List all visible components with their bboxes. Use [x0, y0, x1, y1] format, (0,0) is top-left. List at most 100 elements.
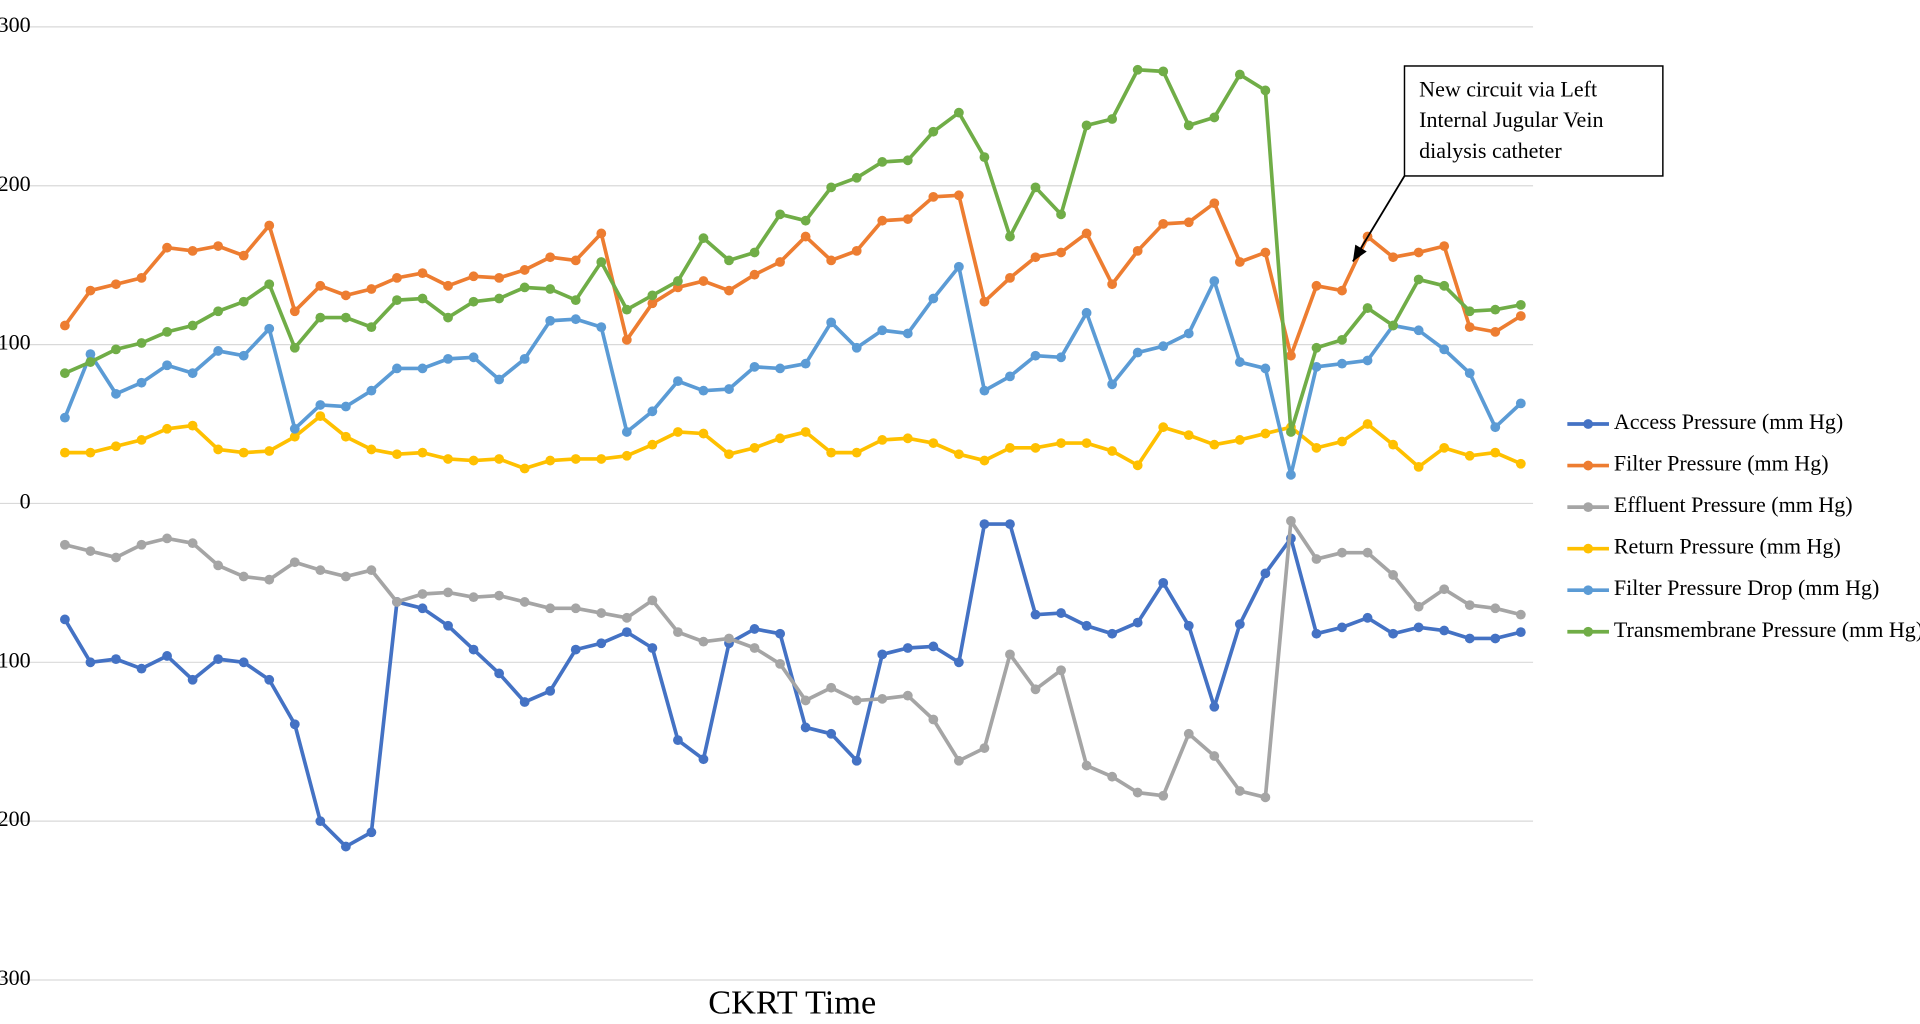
point — [1132, 460, 1143, 471]
point — [621, 450, 632, 461]
point — [851, 245, 862, 256]
line — [64, 414, 1522, 471]
point — [1413, 601, 1424, 612]
series — [60, 64, 1526, 437]
point — [1362, 419, 1373, 429]
point — [85, 546, 96, 556]
point — [315, 411, 326, 421]
point — [1464, 450, 1475, 461]
point — [519, 265, 530, 275]
point — [136, 377, 147, 388]
point — [1413, 247, 1424, 258]
point — [366, 385, 377, 396]
point — [1286, 350, 1296, 361]
point — [877, 435, 888, 445]
point — [417, 447, 428, 458]
point — [1286, 469, 1296, 480]
point — [1260, 363, 1271, 374]
point — [1183, 120, 1194, 131]
point — [1056, 665, 1066, 676]
point — [570, 644, 581, 655]
point — [621, 334, 632, 345]
point — [826, 447, 837, 458]
point — [1234, 357, 1245, 367]
point — [1362, 547, 1373, 558]
point — [519, 463, 530, 474]
point — [1490, 422, 1501, 433]
line — [63, 193, 1522, 358]
point — [289, 306, 300, 317]
point — [315, 816, 326, 827]
point — [621, 627, 632, 638]
point — [494, 668, 505, 679]
point — [673, 735, 683, 746]
point — [162, 326, 172, 337]
point — [596, 322, 607, 333]
point — [264, 323, 275, 334]
point — [928, 191, 939, 202]
point — [800, 231, 811, 242]
point — [1388, 439, 1399, 450]
point — [1464, 306, 1475, 317]
point — [443, 354, 453, 364]
point — [775, 628, 785, 639]
point — [494, 590, 505, 601]
point — [698, 428, 709, 439]
line — [63, 264, 1523, 477]
y-tick-label: 0 — [20, 489, 31, 514]
point — [85, 447, 96, 458]
point — [1337, 547, 1347, 558]
point — [468, 592, 479, 603]
x-axis-title: CKRT Time — [708, 984, 876, 1022]
point — [1311, 280, 1322, 291]
point — [162, 242, 172, 253]
point — [800, 722, 811, 733]
point — [1158, 218, 1169, 229]
point — [289, 719, 300, 730]
annotation-arrow — [1352, 175, 1406, 262]
legend-label: Filter Pressure (mm Hg) — [1614, 451, 1829, 476]
point — [826, 728, 837, 739]
point — [851, 172, 862, 183]
point — [1311, 361, 1322, 372]
point — [953, 755, 964, 766]
point — [443, 280, 453, 291]
legend-label: Filter Pressure Drop (mm Hg) — [1614, 575, 1879, 600]
point — [136, 338, 147, 348]
point — [417, 268, 428, 278]
point — [1107, 628, 1118, 639]
point — [570, 603, 581, 614]
point — [826, 255, 837, 266]
point — [1158, 341, 1169, 352]
point — [673, 376, 683, 387]
point — [264, 279, 275, 290]
point — [136, 435, 147, 445]
point — [1490, 304, 1501, 315]
point — [545, 315, 556, 326]
point — [647, 406, 658, 417]
point — [570, 255, 581, 266]
point — [647, 595, 658, 606]
legend-label: Access Pressure (mm Hg) — [1614, 409, 1843, 434]
point — [1081, 760, 1092, 771]
point — [647, 643, 658, 653]
point — [826, 182, 837, 193]
point — [1158, 790, 1169, 801]
point — [264, 674, 275, 685]
point — [1388, 628, 1399, 639]
point — [1515, 458, 1526, 469]
legend-label: Return Pressure (mm Hg) — [1614, 534, 1841, 559]
point — [775, 209, 785, 220]
point — [1005, 231, 1015, 242]
line — [64, 519, 1522, 800]
legend-marker — [1583, 419, 1594, 429]
point — [213, 241, 224, 251]
point — [1439, 442, 1450, 453]
point — [468, 455, 479, 466]
point — [315, 312, 326, 323]
point — [187, 538, 198, 549]
point — [1515, 627, 1526, 638]
point — [213, 654, 224, 665]
point — [775, 659, 785, 669]
